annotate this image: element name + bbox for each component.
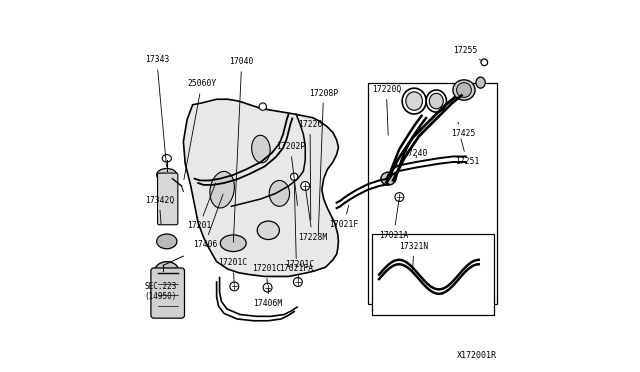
Circle shape [293, 278, 302, 286]
Text: 17201C: 17201C [218, 259, 248, 284]
Ellipse shape [481, 59, 488, 65]
Ellipse shape [157, 234, 177, 249]
Ellipse shape [426, 90, 447, 112]
Text: 17406M: 17406M [253, 288, 283, 308]
Text: X172001R: X172001R [457, 350, 497, 359]
Ellipse shape [257, 221, 280, 240]
Bar [368, 83, 497, 304]
Ellipse shape [210, 171, 234, 208]
Text: 17251: 17251 [455, 139, 479, 166]
FancyBboxPatch shape [157, 173, 178, 225]
Ellipse shape [381, 172, 396, 185]
FancyBboxPatch shape [151, 268, 184, 318]
Ellipse shape [453, 80, 475, 100]
Ellipse shape [162, 155, 172, 162]
Circle shape [291, 173, 298, 180]
Ellipse shape [220, 235, 246, 251]
Text: 17021F: 17021F [329, 205, 358, 229]
Ellipse shape [157, 169, 177, 182]
Text: 17220Q: 17220Q [372, 85, 401, 135]
Text: 17342Q: 17342Q [145, 196, 174, 224]
Text: 17021FA: 17021FA [280, 180, 314, 273]
Ellipse shape [456, 83, 472, 97]
Circle shape [259, 103, 266, 110]
Text: 17202P: 17202P [276, 142, 305, 205]
Circle shape [301, 182, 310, 190]
Ellipse shape [402, 88, 426, 114]
Text: 17240: 17240 [403, 150, 428, 158]
Text: 17226: 17226 [298, 120, 322, 220]
Text: 17425: 17425 [451, 122, 476, 138]
Text: 17201C: 17201C [252, 264, 281, 285]
Text: 17228M: 17228M [298, 189, 327, 241]
Ellipse shape [252, 135, 270, 163]
Text: 17201: 17201 [187, 183, 216, 231]
Text: SEC.223: SEC.223 [145, 282, 177, 291]
Text: 17208P: 17208P [309, 89, 338, 235]
Text: (14950): (14950) [145, 292, 177, 301]
Ellipse shape [406, 92, 422, 110]
Text: 25060Y: 25060Y [184, 79, 216, 180]
Text: 17021A: 17021A [379, 200, 408, 240]
Text: 17406: 17406 [193, 194, 223, 249]
Ellipse shape [429, 93, 444, 109]
Text: 17255: 17255 [453, 46, 482, 61]
Ellipse shape [269, 180, 289, 206]
Bar [372, 234, 493, 315]
Text: 17343: 17343 [145, 55, 169, 167]
Text: 17321N: 17321N [399, 242, 429, 272]
Circle shape [230, 282, 239, 291]
Text: 17201C: 17201C [285, 260, 314, 279]
Circle shape [263, 283, 272, 292]
Ellipse shape [155, 262, 179, 280]
Ellipse shape [476, 77, 485, 88]
Text: 17040: 17040 [230, 57, 254, 242]
Circle shape [395, 193, 404, 202]
PathPatch shape [184, 99, 339, 276]
